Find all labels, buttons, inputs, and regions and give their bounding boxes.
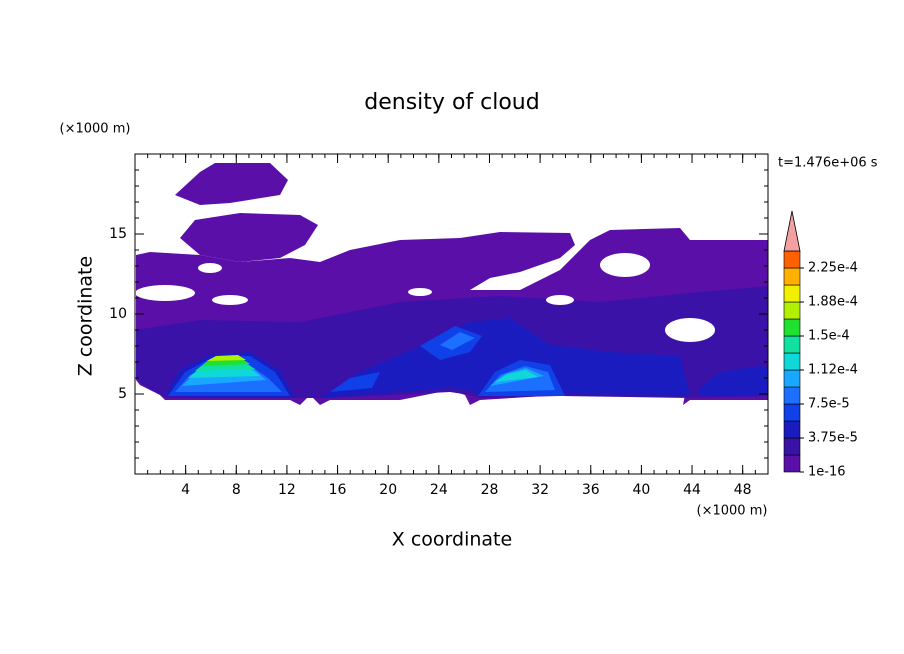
colorbar-band: [783, 420, 801, 439]
chart-title: density of cloud: [364, 90, 539, 115]
x-tick-label: 44: [683, 482, 701, 498]
colorbar-band: [783, 386, 801, 405]
x-tick-label: 48: [734, 482, 752, 498]
x-unit-label: (×1000 m): [697, 504, 768, 519]
y-tick-label: 10: [109, 306, 127, 322]
contour-region: [700, 366, 768, 396]
colorbar-band: [783, 284, 801, 303]
contour-region: [330, 372, 380, 392]
clear-region: [665, 318, 715, 342]
x-tick-label: 28: [481, 482, 499, 498]
colorbar-band: [783, 301, 801, 320]
colorbar-band: [783, 454, 801, 473]
colorbar-tick-label: 1.88e-4: [808, 295, 858, 310]
y-tick-label: 15: [109, 226, 127, 242]
colorbar-band: [783, 335, 801, 354]
x-tick-label: 8: [232, 482, 241, 498]
colorbar-tick-label: 2.25e-4: [808, 261, 858, 276]
x-axis-label: X coordinate: [392, 529, 512, 551]
x-tick-label: 36: [582, 482, 600, 498]
x-tick-label: 12: [278, 482, 296, 498]
contour-region: [320, 318, 690, 398]
y-unit-label: (×1000 m): [60, 122, 131, 137]
x-tick-label: 20: [379, 482, 397, 498]
colorbar-tick-label: 1.12e-4: [808, 363, 858, 378]
y-tick-label: 5: [118, 386, 127, 402]
y-axis-label: Z coordinate: [75, 256, 97, 376]
colorbar-tick-label: 1e-16: [808, 465, 846, 480]
x-tick-label: 16: [329, 482, 347, 498]
contour-region: [175, 163, 288, 205]
colorbar-band: [783, 352, 801, 371]
clear-region: [135, 285, 195, 301]
x-tick-label: 40: [632, 482, 650, 498]
x-tick-label: 32: [531, 482, 549, 498]
x-tick-label: 4: [181, 482, 190, 498]
colorbar-band: [783, 403, 801, 422]
colorbar-extension: [783, 210, 801, 252]
clear-region: [546, 295, 574, 305]
colorbar-tick-label: 1.5e-4: [808, 329, 850, 344]
clear-region: [198, 263, 222, 273]
contour-region: [440, 332, 475, 350]
contour-region: [180, 213, 318, 262]
x-tick-label: 24: [430, 482, 448, 498]
colorbar-band: [783, 437, 801, 456]
colorbar-band: [783, 250, 801, 269]
clear-region: [408, 288, 432, 296]
colorbar-tick-label: 7.5e-5: [808, 397, 850, 412]
clear-region: [212, 295, 248, 305]
contour-region: [207, 355, 246, 361]
clear-region: [600, 253, 650, 277]
colorbar-band: [783, 318, 801, 337]
colorbar-band: [783, 369, 801, 388]
colorbar-tick-label: 3.75e-5: [808, 431, 858, 446]
contour-region: [494, 370, 538, 382]
colorbar-band: [783, 267, 801, 286]
time-annotation: t=1.476e+06 s: [778, 156, 878, 171]
